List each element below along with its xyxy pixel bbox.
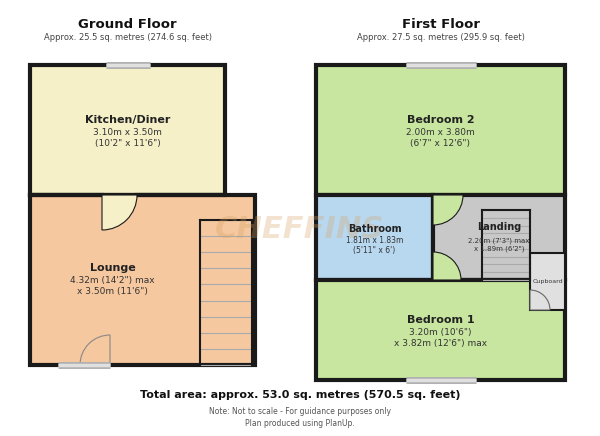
Text: Kitchen/Diner: Kitchen/Diner bbox=[85, 115, 170, 125]
Text: Plan produced using PlanUp.: Plan produced using PlanUp. bbox=[245, 419, 355, 428]
Text: Bedroom 2: Bedroom 2 bbox=[407, 115, 475, 125]
Bar bbox=[30, 195, 255, 365]
Text: Bedroom 1: Bedroom 1 bbox=[407, 315, 475, 325]
Bar bbox=[316, 65, 565, 195]
Text: Approx. 27.5 sq. metres (295.9 sq. feet): Approx. 27.5 sq. metres (295.9 sq. feet) bbox=[356, 33, 524, 42]
Wedge shape bbox=[80, 335, 110, 365]
Text: Bathroom: Bathroom bbox=[347, 225, 401, 235]
Wedge shape bbox=[530, 290, 550, 310]
Text: 3.10m x 3.50m
(10'2" x 11'6"): 3.10m x 3.50m (10'2" x 11'6") bbox=[93, 128, 162, 148]
Text: Note: Not to scale - For guidance purposes only: Note: Not to scale - For guidance purpos… bbox=[209, 408, 391, 416]
Text: Ground Floor: Ground Floor bbox=[78, 18, 177, 31]
Bar bbox=[30, 65, 225, 195]
Text: 4.32m (14'2") max
x 3.50m (11'6"): 4.32m (14'2") max x 3.50m (11'6") bbox=[70, 276, 155, 296]
Text: 2.00m x 3.80m
(6'7" x 12'6"): 2.00m x 3.80m (6'7" x 12'6") bbox=[406, 128, 475, 148]
Wedge shape bbox=[433, 195, 463, 225]
Text: Total area: approx. 53.0 sq. metres (570.5 sq. feet): Total area: approx. 53.0 sq. metres (570… bbox=[140, 390, 460, 400]
Bar bbox=[316, 280, 565, 380]
Text: Cupboard: Cupboard bbox=[532, 279, 563, 284]
Bar bbox=[433, 195, 565, 280]
Text: First Floor: First Floor bbox=[401, 18, 479, 31]
Text: 2.20m (7'3") max
x 1.89m (6'2"): 2.20m (7'3") max x 1.89m (6'2") bbox=[469, 238, 530, 252]
Text: Approx. 25.5 sq. metres (274.6 sq. feet): Approx. 25.5 sq. metres (274.6 sq. feet) bbox=[44, 33, 212, 42]
Bar bbox=[530, 253, 565, 310]
Text: CHEFFINS: CHEFFINS bbox=[215, 215, 385, 245]
Text: 3.20m (10'6")
x 3.82m (12'6") max: 3.20m (10'6") x 3.82m (12'6") max bbox=[394, 328, 487, 347]
Wedge shape bbox=[433, 252, 461, 280]
Text: Landing: Landing bbox=[477, 222, 521, 232]
Text: Lounge: Lounge bbox=[89, 263, 136, 273]
Wedge shape bbox=[102, 195, 137, 230]
Bar bbox=[316, 195, 433, 280]
Text: 1.81m x 1.83m
(5'11" x 6'): 1.81m x 1.83m (5'11" x 6') bbox=[346, 236, 403, 255]
